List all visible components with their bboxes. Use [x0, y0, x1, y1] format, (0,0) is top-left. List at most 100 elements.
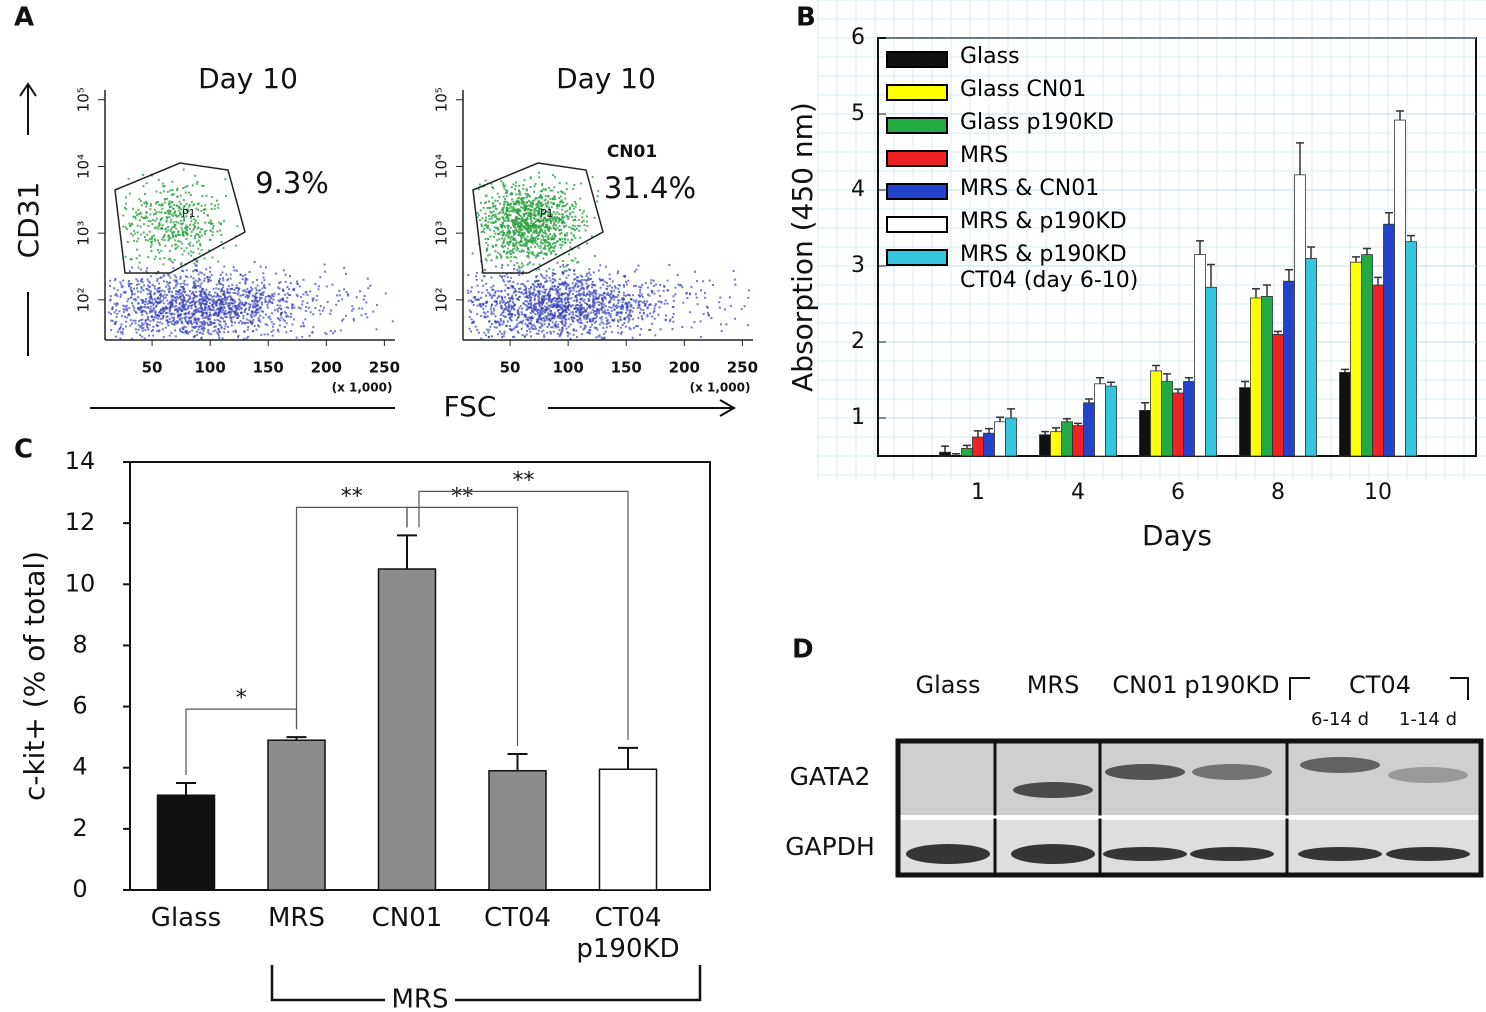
event-dot — [581, 216, 584, 219]
event-dot — [528, 294, 531, 297]
event-dot — [147, 256, 150, 259]
event-dot — [530, 301, 533, 304]
event-dot — [585, 275, 588, 278]
event-dot — [215, 283, 218, 286]
event-dot — [242, 289, 245, 292]
event-dot — [199, 302, 202, 305]
event-dot — [248, 305, 251, 308]
event-dot — [174, 280, 177, 283]
event-dot — [141, 305, 144, 308]
event-dot — [168, 307, 171, 310]
event-dot — [570, 305, 573, 308]
event-dot — [176, 310, 179, 313]
event-dot — [545, 253, 548, 256]
event-dot — [141, 301, 144, 304]
event-dot — [172, 231, 175, 234]
event-dot — [568, 293, 571, 296]
event-dot — [551, 314, 554, 317]
event-dot — [142, 327, 145, 330]
event-dot — [470, 286, 473, 289]
event-dot — [536, 280, 539, 283]
event-dot — [574, 237, 577, 240]
event-dot — [586, 292, 589, 295]
event-dot — [218, 295, 221, 298]
event-dot — [518, 234, 521, 237]
event-dot — [212, 225, 215, 228]
event-dot — [477, 331, 480, 334]
event-dot — [680, 284, 683, 287]
event-dot — [170, 231, 173, 234]
event-dot — [515, 318, 518, 321]
event-dot — [206, 297, 209, 300]
event-dot — [521, 225, 524, 228]
event-dot — [630, 298, 633, 301]
event-dot — [513, 307, 516, 310]
event-dot — [187, 316, 190, 319]
bar — [1139, 409, 1151, 457]
event-dot — [542, 276, 545, 279]
event-dot — [583, 310, 586, 313]
event-dot — [171, 261, 174, 264]
event-dot — [277, 330, 280, 333]
legend-entry: MRS & p190KD — [886, 209, 1138, 242]
event-dot — [476, 304, 479, 307]
event-dot — [534, 245, 537, 248]
event-dot — [545, 239, 548, 242]
event-dot — [345, 290, 348, 293]
event-dot — [477, 291, 480, 294]
event-dot — [161, 317, 164, 320]
event-dot — [164, 305, 167, 308]
event-dot — [526, 329, 529, 332]
event-dot — [528, 224, 531, 227]
event-dot — [545, 274, 548, 277]
event-dot — [512, 305, 515, 308]
event-dot — [556, 300, 559, 303]
event-dot — [242, 314, 245, 317]
event-dot — [162, 182, 165, 185]
event-dot — [509, 325, 512, 328]
event-dot — [202, 292, 205, 295]
event-dot — [566, 306, 569, 309]
panel-label: B — [796, 3, 816, 33]
event-dot — [524, 240, 527, 243]
event-dot — [560, 311, 563, 314]
event-dot — [610, 296, 613, 299]
event-dot — [511, 219, 514, 222]
event-dot — [578, 279, 581, 282]
event-dot — [504, 307, 507, 310]
event-dot — [519, 241, 522, 244]
event-dot — [538, 304, 541, 307]
event-dot — [582, 209, 585, 212]
event-dot — [260, 310, 263, 313]
event-dot — [732, 270, 735, 273]
event-dot — [165, 220, 168, 223]
event-dot — [202, 309, 205, 312]
event-dot — [699, 336, 702, 339]
event-dot — [267, 295, 270, 298]
event-dot — [561, 330, 564, 333]
event-dot — [271, 325, 274, 328]
event-dot — [156, 271, 159, 274]
event-dot — [525, 228, 528, 231]
event-dot — [559, 312, 562, 315]
event-dot — [296, 295, 299, 298]
event-dot — [567, 283, 570, 286]
event-dot — [156, 329, 159, 332]
event-dot — [516, 246, 519, 249]
bar — [1405, 241, 1417, 457]
event-dot — [251, 281, 254, 284]
event-dot — [568, 287, 571, 290]
event-dot — [676, 273, 679, 276]
event-dot — [565, 318, 568, 321]
event-dot — [499, 330, 502, 333]
event-dot — [221, 301, 224, 304]
event-dot — [129, 324, 132, 327]
event-dot — [247, 295, 250, 298]
event-dot — [218, 330, 221, 333]
event-dot — [143, 300, 146, 303]
event-dot — [235, 305, 238, 308]
event-dot — [173, 224, 176, 227]
event-dot — [251, 310, 254, 313]
event-dot — [143, 223, 146, 226]
event-dot — [524, 209, 527, 212]
